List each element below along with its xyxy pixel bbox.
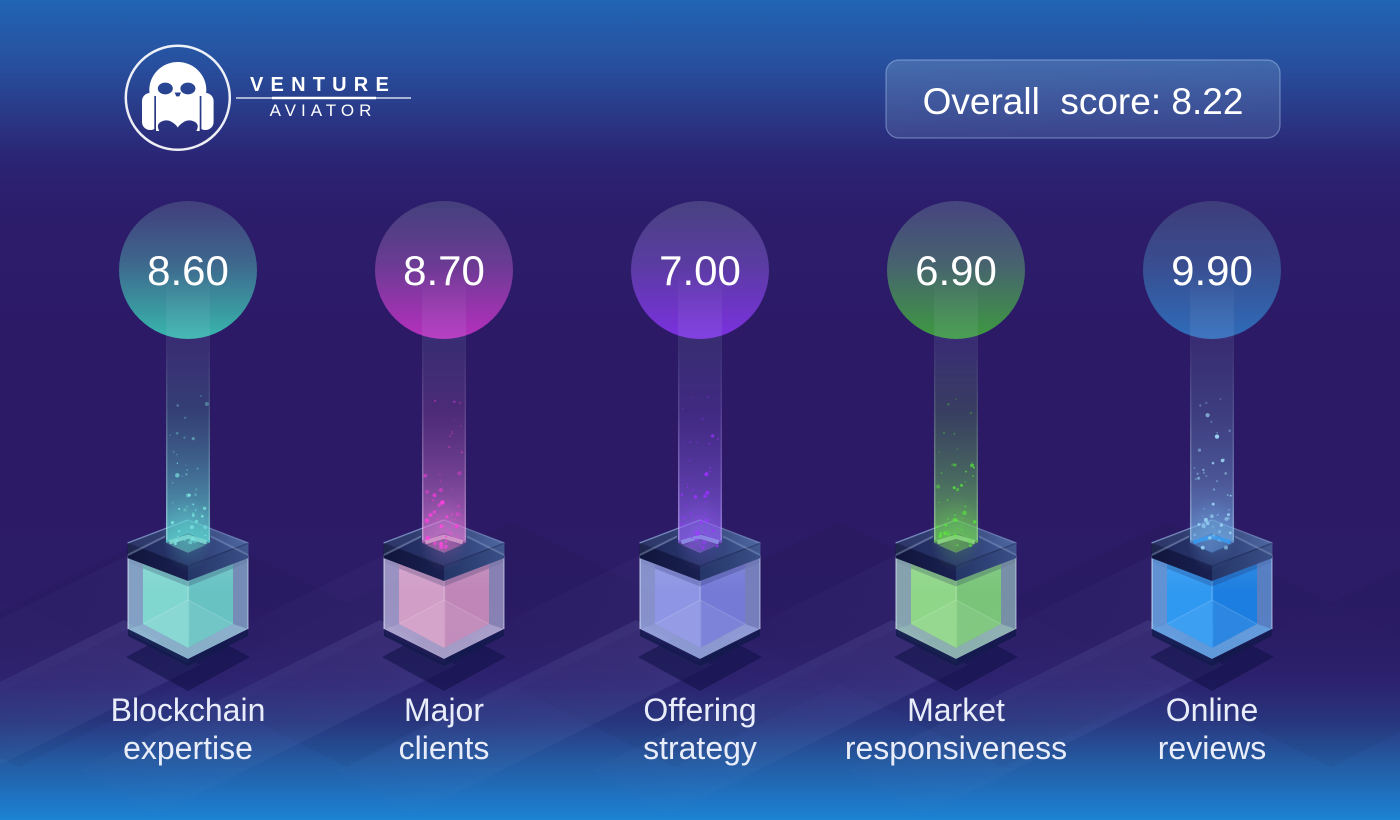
svg-text:reviews: reviews xyxy=(1158,730,1266,766)
svg-text:Offering: Offering xyxy=(643,692,756,728)
svg-text:Blockchain: Blockchain xyxy=(111,692,266,728)
svg-text:Online: Online xyxy=(1166,692,1259,728)
svg-text:6.90: 6.90 xyxy=(915,247,997,294)
svg-text:AVIATOR: AVIATOR xyxy=(270,101,377,120)
svg-text:Market: Market xyxy=(907,692,1005,728)
svg-text:VENTURE: VENTURE xyxy=(250,74,396,96)
svg-text:9.90: 9.90 xyxy=(1171,247,1253,294)
svg-text:responsiveness: responsiveness xyxy=(845,730,1067,766)
svg-text:Major: Major xyxy=(404,692,484,728)
svg-text:8.60: 8.60 xyxy=(147,247,229,294)
svg-text:strategy: strategy xyxy=(643,730,757,766)
svg-text:clients: clients xyxy=(399,730,490,766)
svg-text:expertise: expertise xyxy=(123,730,253,766)
svg-text:7.00: 7.00 xyxy=(659,247,741,294)
svg-text:8.70: 8.70 xyxy=(403,247,485,294)
svg-text:Overall score: 8.22: Overall score: 8.22 xyxy=(923,81,1244,122)
